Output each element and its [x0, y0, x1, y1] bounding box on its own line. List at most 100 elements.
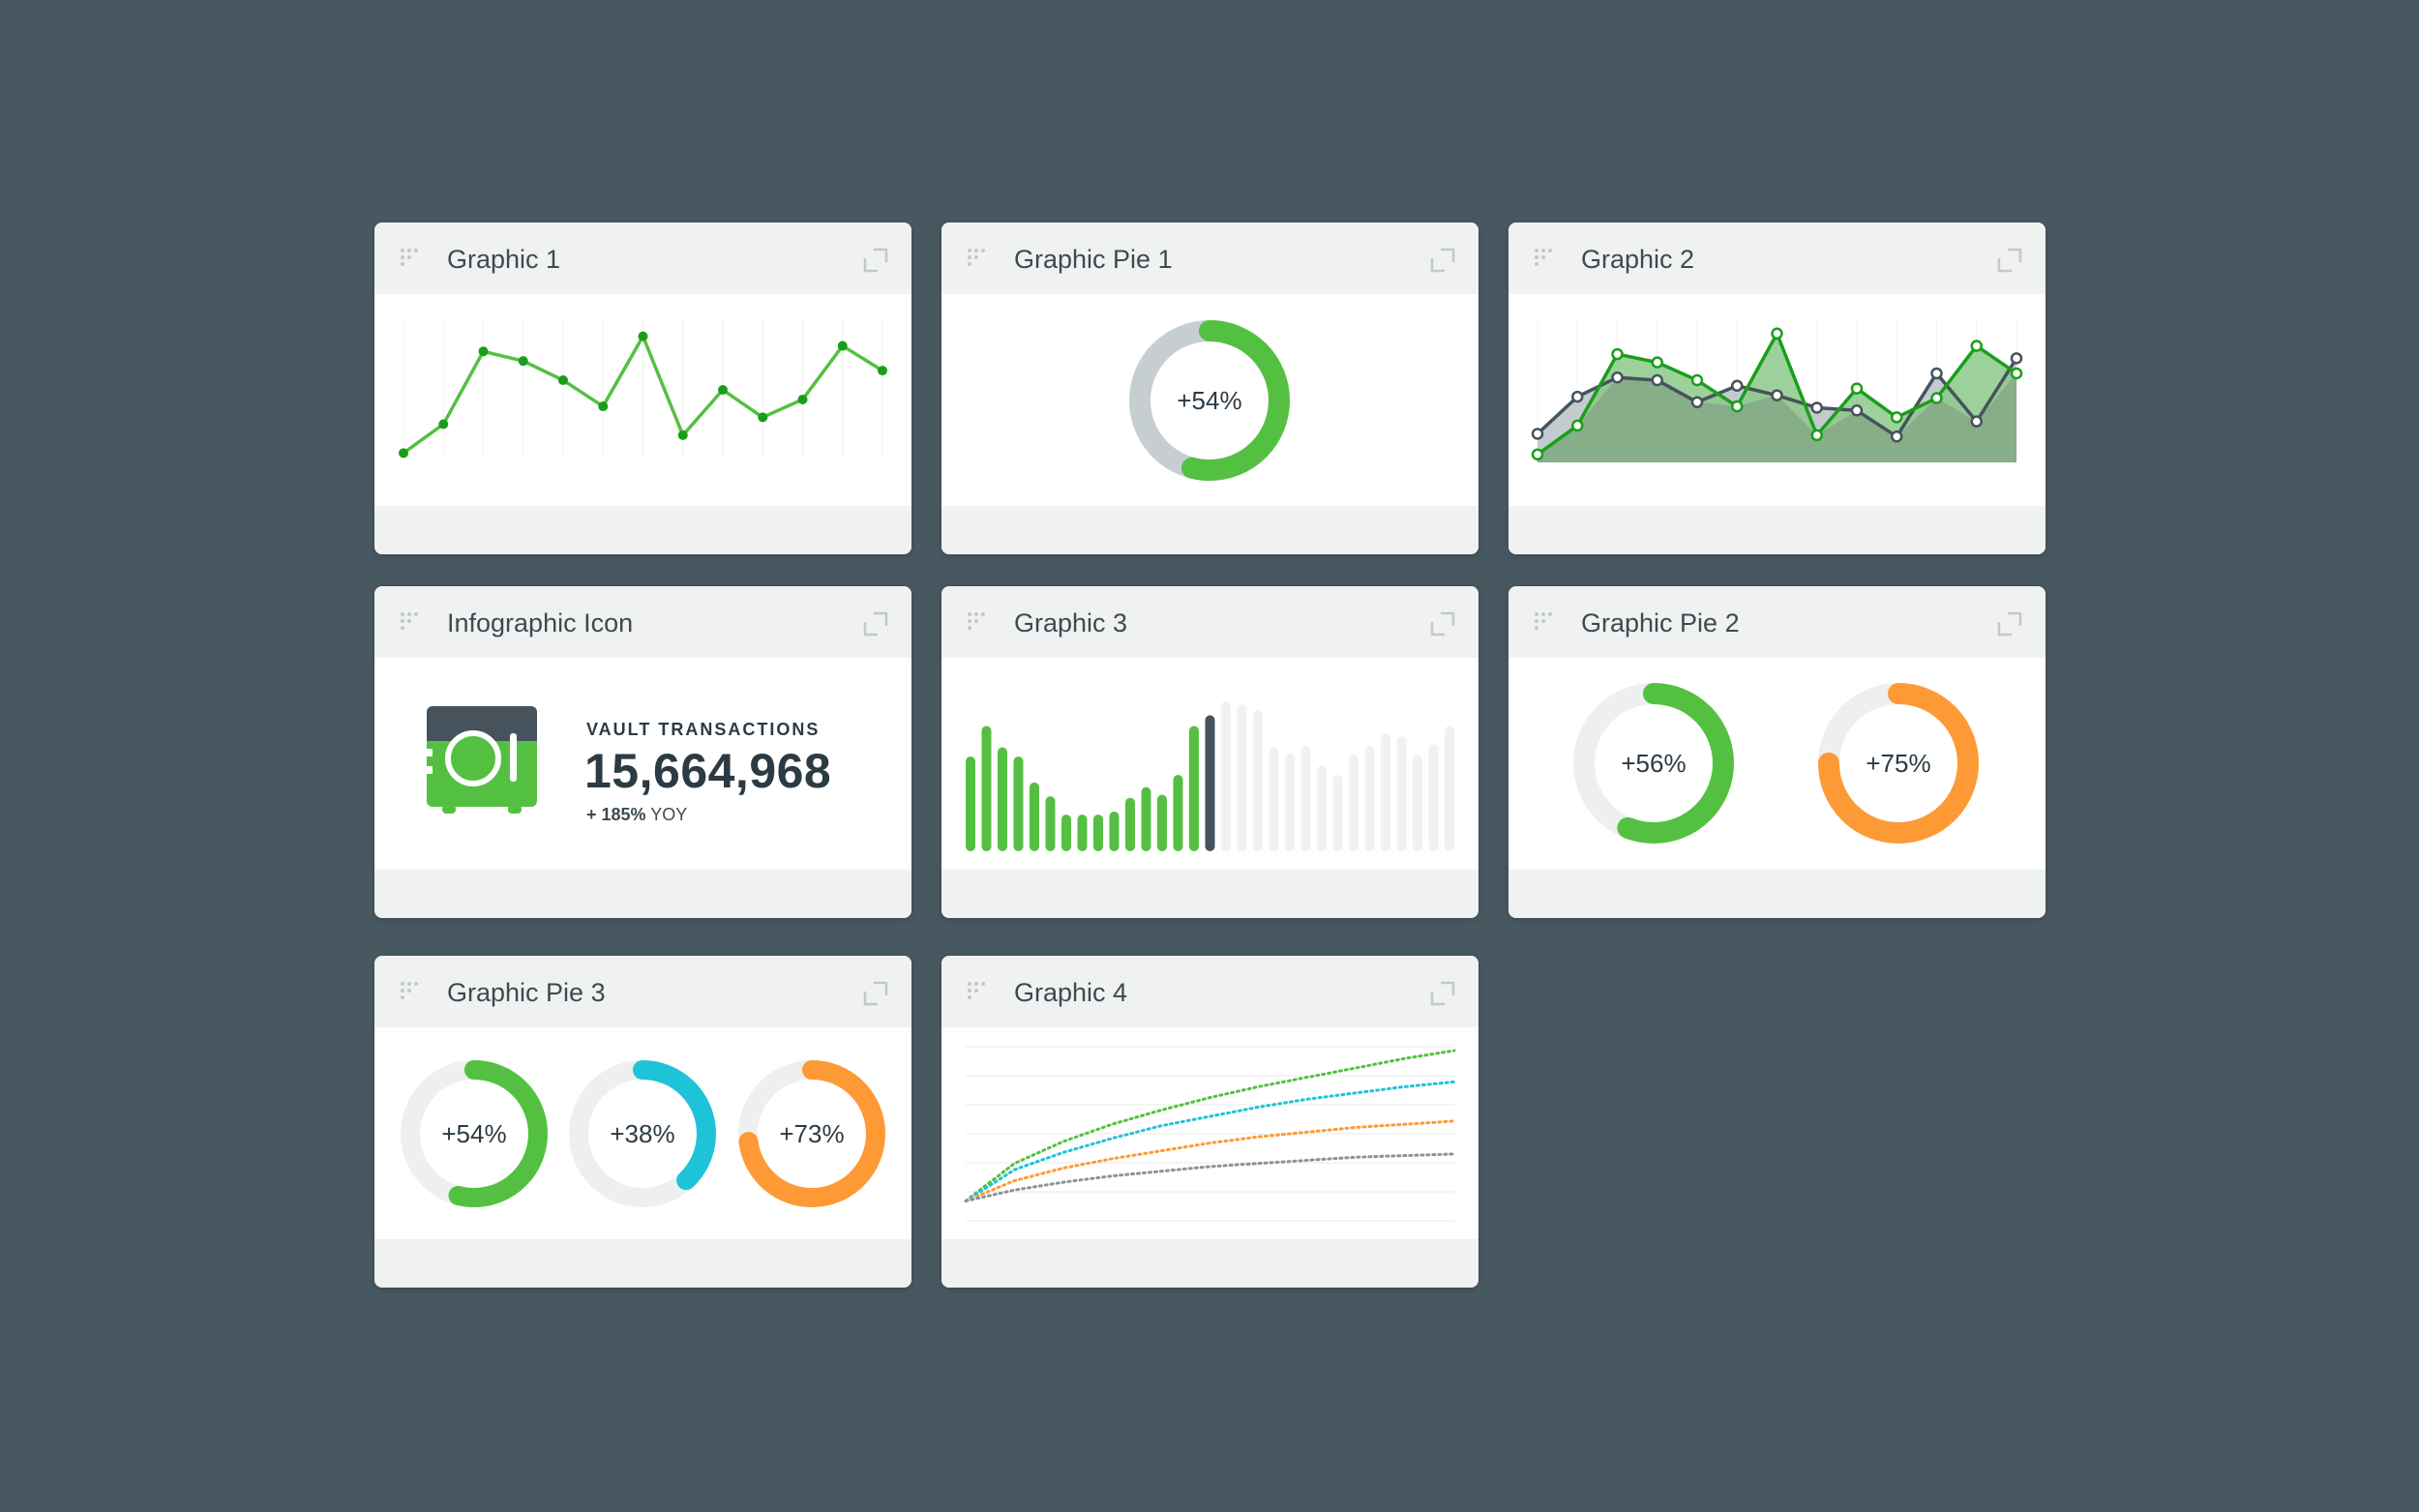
data-point: [797, 394, 808, 404]
expand-corner-bottom: [863, 622, 878, 637]
expand-corner-icon[interactable]: [862, 610, 889, 637]
card-footer: [374, 870, 911, 918]
drag-dot: [974, 249, 978, 252]
bar-chart: [966, 701, 1454, 851]
drag-dots-icon[interactable]: [967, 249, 988, 266]
drag-dot: [1548, 249, 1552, 252]
data-point: [1850, 404, 1864, 417]
drag-dots-icon[interactable]: [1534, 249, 1555, 266]
data-point: [518, 356, 528, 367]
card-title: Graphic Pie 1: [1014, 245, 1173, 274]
data-point: [1970, 340, 1983, 352]
bar: [1045, 796, 1056, 851]
bar: [1428, 744, 1439, 851]
data-point: [1810, 401, 1823, 414]
area-chart: [1531, 319, 2023, 462]
bar: [1396, 736, 1407, 851]
donut-label: +56%: [1621, 749, 1686, 778]
expand-corner-icon[interactable]: [1429, 247, 1456, 274]
donut-arc: [1129, 320, 1290, 481]
donut-label: +54%: [1177, 386, 1241, 415]
drag-dots-icon[interactable]: [967, 612, 988, 630]
drag-dot: [974, 989, 978, 993]
drag-dots-icon[interactable]: [967, 982, 988, 999]
data-point: [758, 412, 768, 423]
series-line: [964, 1152, 1456, 1203]
donut: +54%: [401, 1060, 548, 1207]
donut-chart: +54% +38% +73%: [401, 1060, 885, 1207]
bar: [1141, 786, 1151, 851]
donut-label: +73%: [779, 1119, 844, 1148]
expand-corner-icon[interactable]: [1429, 980, 1456, 1007]
card-title: Graphic 4: [1014, 978, 1128, 1007]
drag-dot: [414, 982, 418, 986]
yoy-change-value: + 185%: [586, 805, 646, 824]
drag-dot: [407, 255, 411, 259]
card-title: Graphic Pie 3: [447, 978, 606, 1007]
card-graphic-pie-1: Graphic Pie 1 +54%: [941, 222, 1478, 554]
drag-dot: [968, 619, 971, 623]
bar: [1205, 715, 1215, 851]
bar: [1173, 775, 1183, 851]
drag-dot: [407, 612, 411, 616]
drag-dot: [968, 262, 971, 266]
expand-corner-icon[interactable]: [1996, 247, 2023, 274]
drag-dots-icon[interactable]: [1534, 612, 1555, 630]
card-body: [374, 294, 911, 506]
card-body: [1508, 294, 2046, 506]
donut-arc: [401, 1060, 548, 1207]
drag-dots-icon[interactable]: [400, 982, 421, 999]
drag-dot: [981, 982, 985, 986]
drag-dot: [401, 995, 404, 999]
bar: [1237, 704, 1247, 851]
drag-dot: [401, 262, 404, 266]
donut-arc: [569, 1060, 716, 1207]
card-infographic-icon: Infographic Icon VAULT TRANSACTIONS 15,6…: [374, 586, 911, 918]
expand-corner-bottom: [1430, 258, 1445, 273]
drag-dots-icon[interactable]: [400, 612, 421, 630]
card-footer: [941, 1239, 1478, 1288]
vault-transactions-label: VAULT TRANSACTIONS: [586, 720, 821, 739]
drag-dot: [1541, 619, 1545, 623]
bar: [1157, 794, 1167, 851]
bar: [1013, 756, 1024, 851]
card-title: Graphic 2: [1581, 245, 1695, 274]
drag-dot: [968, 612, 971, 616]
expand-corner-bottom: [863, 258, 878, 273]
expand-corner-top: [874, 248, 888, 262]
vault-transactions-value: 15,664,968: [584, 744, 832, 798]
drag-dots-icon[interactable]: [400, 249, 421, 266]
donut-arc: [1818, 683, 1979, 844]
expand-corner-icon[interactable]: [862, 980, 889, 1007]
expand-corner-icon[interactable]: [1429, 610, 1456, 637]
data-point: [598, 401, 609, 412]
data-point: [2010, 367, 2023, 380]
bar: [1189, 726, 1199, 851]
card-footer: [374, 506, 911, 554]
drag-dot: [401, 989, 404, 993]
expand-corner-icon[interactable]: [862, 247, 889, 274]
data-point: [1850, 382, 1864, 395]
bar: [1364, 745, 1375, 851]
drag-dot: [974, 619, 978, 623]
drag-dot: [974, 612, 978, 616]
expand-corner-icon[interactable]: [1996, 610, 2023, 637]
card-header: Graphic Pie 1: [941, 222, 1478, 294]
drag-dot: [1541, 255, 1545, 259]
expand-corner-bottom: [1430, 622, 1445, 637]
card-graphic-4: Graphic 4: [941, 956, 1478, 1288]
drag-dot: [968, 989, 971, 993]
bar: [1332, 775, 1343, 851]
drag-dot: [1541, 249, 1545, 252]
drag-dot: [1535, 612, 1538, 616]
card-footer: [374, 1239, 911, 1288]
drag-dot: [401, 619, 404, 623]
bar: [1077, 815, 1088, 851]
drag-dot: [968, 982, 971, 986]
card-title: Graphic Pie 2: [1581, 608, 1740, 637]
card-body: +54% +38% +73%: [374, 1027, 911, 1239]
drag-dot: [401, 982, 404, 986]
expand-corner-top: [1441, 248, 1455, 262]
drag-dot: [981, 612, 985, 616]
card-header: Graphic 4: [941, 956, 1478, 1027]
